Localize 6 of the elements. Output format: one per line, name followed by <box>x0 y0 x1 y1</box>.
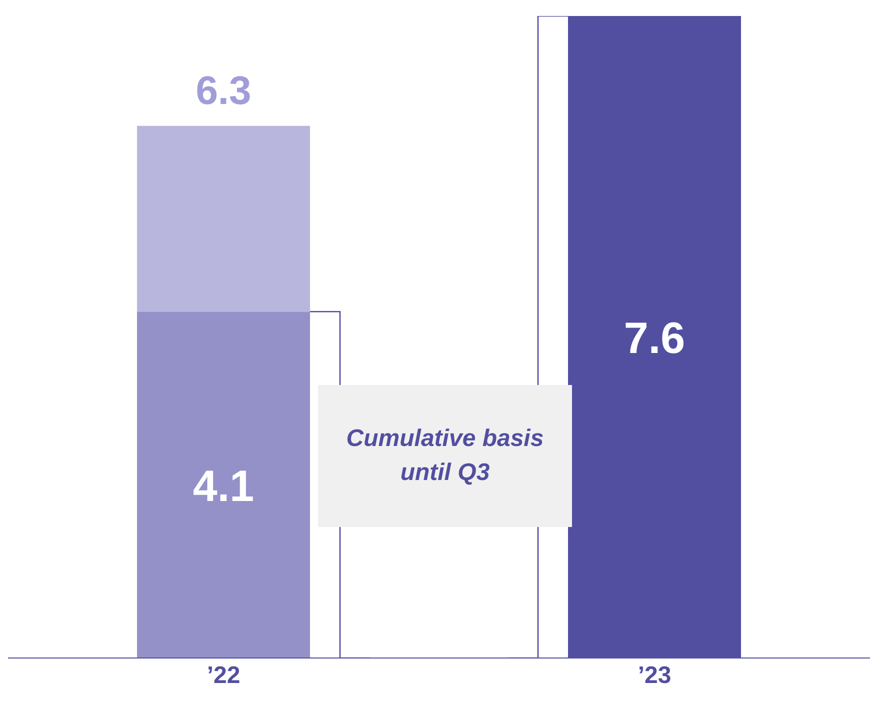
data-label: 7.6 <box>624 314 686 363</box>
x-tick-label: ’22 <box>206 662 240 690</box>
total-label: 6.3 <box>196 68 252 113</box>
x-tick-label: ’23 <box>638 662 672 690</box>
note-box: Cumulative basis until Q3 <box>318 385 572 527</box>
data-label: 4.1 <box>192 462 254 511</box>
